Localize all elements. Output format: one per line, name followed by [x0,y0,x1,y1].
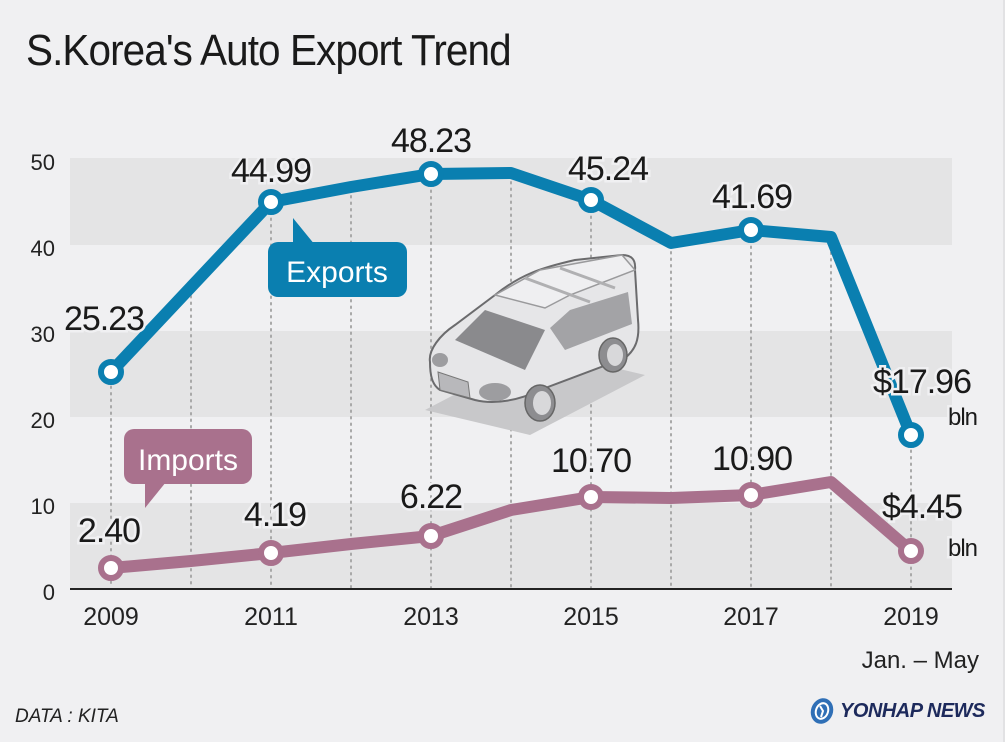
y-tick: 20 [31,408,55,433]
value-label: 48.23 [391,122,471,160]
minivan-car-icon [425,253,645,435]
x-tick: 2015 [563,603,619,631]
value-label: $17.96 [873,363,971,401]
y-tick: 0 [43,580,55,605]
y-tick: 50 [31,150,55,175]
imports-value-labels: 2.40 4.19 6.22 10.70 10.90 $4.45 bln [75,438,980,565]
imports-label: Imports [138,444,238,477]
exports-markers [98,161,924,448]
x-tick: 2011 [244,603,298,631]
exports-value-labels: 25.23 44.99 48.23 45.24 41.69 $17.96 bln [61,120,980,434]
data-point [738,217,764,243]
unit-label: bln [948,535,977,562]
data-point [578,484,604,510]
data-point [98,555,124,581]
value-label: 6.22 [400,478,462,516]
exports-label: Exports [286,256,388,289]
logo-text: YONHAP NEWS [840,699,985,722]
value-label: 45.24 [568,150,648,188]
value-label: 2.40 [78,512,140,550]
yonhap-logo-icon [810,698,834,724]
x-tick: 2013 [403,603,459,631]
value-label: $4.45 [882,488,962,526]
chart-title: S.Korea's Auto Export Trend [26,26,512,75]
data-source: DATA : KITA [15,706,119,727]
data-point [418,161,444,187]
data-point [578,187,604,213]
x-tick: 2019 [883,603,939,631]
x-tick: 2017 [723,603,779,631]
data-point [738,482,764,508]
imports-markers [98,482,924,581]
exports-line [105,167,917,441]
exports-callout: Exports [268,218,407,297]
value-label: 44.99 [231,152,311,190]
grid-bands [70,158,952,589]
yonhap-logo: YONHAP NEWS [808,697,985,725]
x-tick: 2009 [83,603,139,631]
unit-label: bln [948,404,977,431]
value-label: 41.69 [712,178,792,216]
data-point [98,359,124,385]
value-label: 25.23 [64,300,144,338]
value-label: 4.19 [244,496,306,534]
y-tick: 10 [31,494,55,519]
data-point [258,189,284,215]
data-point [418,523,444,549]
data-point [898,422,924,448]
data-point [258,540,284,566]
y-tick: 40 [31,236,55,261]
data-point [898,538,924,564]
imports-line [105,476,917,574]
y-axis: 0 10 20 30 40 50 [31,150,55,605]
imports-callout: Imports [124,429,252,508]
value-label: 10.90 [712,440,792,478]
x-axis: 2009 2011 2013 2015 2017 2019 Jan. – May [83,603,979,674]
y-tick: 30 [31,322,55,347]
value-label: 10.70 [551,442,631,480]
x-axis-note: Jan. – May [862,647,979,674]
